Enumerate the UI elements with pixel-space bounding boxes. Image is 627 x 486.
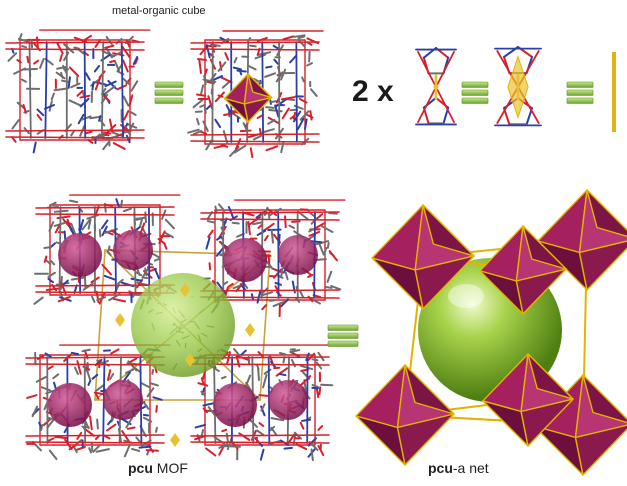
octahedron-in-cube bbox=[223, 73, 273, 123]
equivalence-sign-2 bbox=[461, 81, 489, 104]
mof-metal-node-3 bbox=[115, 313, 125, 327]
mof-cavity-sphere-1 bbox=[58, 233, 102, 277]
caption-pcu-mof-rest: MOF bbox=[152, 460, 188, 476]
linker-with-metal bbox=[494, 46, 542, 127]
equivalence-sign-1 bbox=[154, 81, 184, 104]
caption-pcu-a-net: pcu-a net bbox=[428, 460, 489, 476]
caption-pcu-mof-bold: pcu bbox=[128, 460, 153, 476]
net-octahedron-3 bbox=[355, 364, 455, 466]
mof-cavity-sphere-2b bbox=[278, 235, 318, 275]
mof-cavity-sphere-3b bbox=[103, 380, 143, 420]
mof-cavity-sphere-4b bbox=[268, 380, 308, 420]
mof-metal-node-1 bbox=[180, 283, 190, 297]
mof-metal-node-4 bbox=[245, 323, 255, 337]
caption-pcu-a-net-bold: pcu bbox=[428, 460, 453, 476]
mof-cavity-sphere-2 bbox=[223, 238, 267, 282]
mof-metal-node-2 bbox=[185, 353, 195, 367]
net-octahedron-5 bbox=[479, 225, 567, 315]
mof-cavity-sphere-3 bbox=[48, 383, 92, 427]
mof-cavity-sphere-4 bbox=[213, 383, 257, 427]
net-octahedron-1 bbox=[371, 204, 475, 310]
mof-metal-node-5 bbox=[170, 433, 180, 447]
equivalence-sign-3 bbox=[566, 81, 594, 104]
equivalence-sign-4 bbox=[327, 324, 359, 347]
metal-organic-cube-model bbox=[5, 29, 151, 154]
caption-pcu-mof: pcu MOF bbox=[128, 460, 188, 476]
mof-central-cavity-sphere bbox=[131, 273, 235, 377]
linker-molecule bbox=[415, 47, 457, 126]
linker-edge-rod bbox=[612, 52, 616, 132]
net-octahedron-6 bbox=[482, 353, 574, 447]
multiplier-label: 2 x bbox=[352, 75, 394, 108]
mof-cavity-sphere-1b bbox=[113, 230, 153, 270]
caption-pcu-a-net-rest: -a net bbox=[452, 460, 489, 476]
caption-metal-organic-cube: metal-organic cube bbox=[112, 5, 206, 17]
net-sphere-highlight bbox=[448, 284, 484, 308]
